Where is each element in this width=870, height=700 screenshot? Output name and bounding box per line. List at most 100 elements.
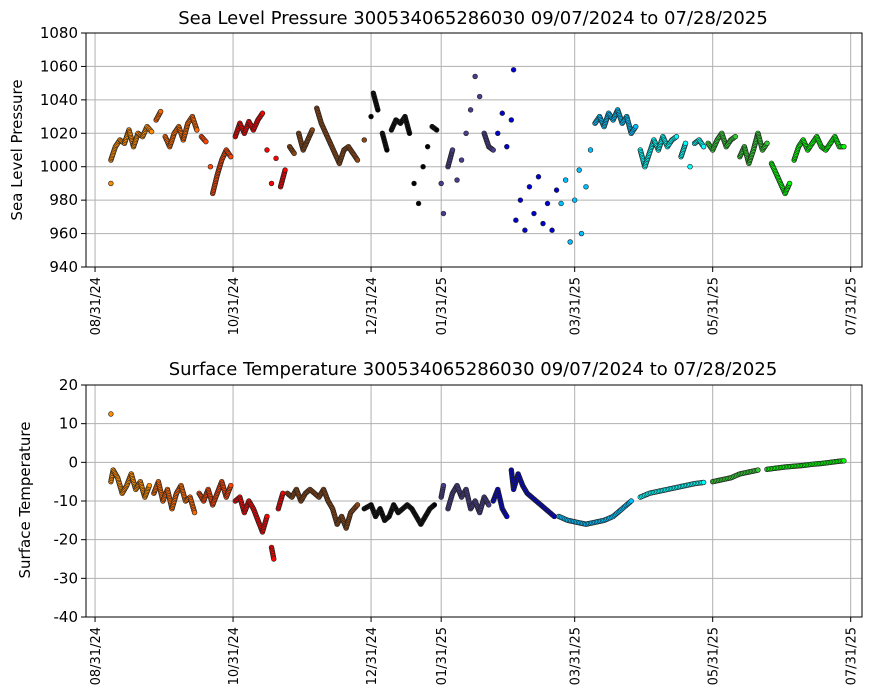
pressure-data-point [490, 147, 496, 153]
pressure-data-point [440, 210, 447, 217]
temperature-data-point [431, 502, 438, 508]
temperature-data-point [146, 482, 153, 489]
pressure-data-point [562, 177, 569, 183]
temperature-data-point [354, 502, 361, 508]
temperature-y-axis-label: Surface Temperature [16, 422, 34, 579]
pressure-data-point [463, 130, 469, 136]
pressure-data-point [583, 184, 589, 190]
temperature-xtick-label: 01/31/25 [435, 627, 450, 685]
pressure-data-point [148, 128, 155, 135]
pressure-data-point [291, 150, 297, 157]
pressure-data-point [841, 143, 847, 150]
temperature-data-point [228, 482, 234, 489]
pressure-xtick-label: 01/31/25 [435, 277, 450, 335]
pressure-data-point [576, 167, 582, 173]
pressure-data-point [268, 180, 275, 187]
pressure-data-point [673, 133, 680, 140]
temperature-ytick-label: -30 [54, 569, 79, 587]
temperature-series-1 [151, 478, 198, 516]
temperature-ytick-label: 20 [59, 376, 78, 394]
pressure-series-1 [153, 108, 200, 150]
pressure-ytick-label: 1040 [40, 91, 78, 109]
pressure-data-point [433, 127, 440, 133]
pressure-ytick-label: 940 [49, 258, 78, 276]
pressure-data-point [194, 127, 200, 133]
pressure-data-point [476, 93, 483, 100]
pressure-data-point [203, 138, 209, 145]
temperature-series-9 [637, 479, 707, 500]
pressure-data-point [273, 155, 279, 162]
pressure-data-point [438, 180, 444, 187]
pressure-data-point [732, 133, 739, 140]
pressure-xtick-label: 07/31/25 [845, 277, 860, 335]
pressure-data-point [259, 110, 266, 116]
pressure-ytick-label: 1080 [40, 24, 78, 42]
temperature-xtick-label: 07/31/25 [845, 627, 860, 685]
pressure-data-point [549, 227, 555, 233]
temperature-ytick-label: 10 [59, 415, 78, 433]
pressure-series-9 [637, 133, 707, 170]
temperature-series-2 [196, 478, 234, 508]
pressure-data-point [420, 164, 426, 170]
temperature-xtick-label: 08/31/24 [89, 627, 104, 685]
pressure-xtick-label: 03/31/25 [569, 277, 584, 335]
pressure-data-point [553, 187, 560, 193]
temperature-data-point [191, 509, 198, 516]
pressure-series-0 [108, 123, 155, 187]
pressure-data-point [454, 177, 460, 183]
pressure-ytick-label: 1060 [40, 57, 78, 75]
temperature-ytick-label: -20 [54, 531, 79, 549]
temperature-series-5 [361, 502, 438, 527]
pressure-data-point [567, 239, 573, 245]
temperature-data-point [280, 490, 286, 496]
pressure-data-point [108, 180, 114, 187]
pressure-data-point [368, 113, 374, 120]
pressure-chart-title: Sea Level Pressure 300534065286030 09/07… [178, 8, 768, 29]
pressure-data-point [571, 197, 578, 203]
pressure-data-point [535, 174, 542, 180]
pressure-data-point [458, 157, 465, 163]
temperature-xtick-label: 10/31/24 [227, 627, 242, 685]
pressure-data-point [495, 130, 501, 136]
pressure-data-point [467, 107, 474, 113]
pressure-data-point [472, 73, 478, 80]
temperature-xtick-label: 05/31/25 [707, 627, 722, 685]
temperature-series-3 [232, 490, 286, 562]
pressure-data-point [354, 157, 361, 163]
temperature-data-point [504, 513, 510, 520]
pressure-data-point [558, 200, 564, 207]
pressure-data-point [309, 127, 315, 133]
temperature-xtick-label: 12/31/24 [365, 627, 380, 685]
temperature-series-8 [556, 498, 634, 527]
pressure-plot-frame [85, 32, 863, 268]
pressure-data-point [587, 147, 594, 153]
pressure-data-point [513, 217, 519, 223]
pressure-ytick-label: 1020 [40, 124, 78, 142]
pressure-data-point [510, 67, 517, 73]
temperature-xtick-label: 03/31/25 [569, 627, 584, 685]
pressure-series-7 [495, 67, 560, 233]
pressure-data-point [687, 164, 693, 170]
pressure-y-axis-label: Sea Level Pressure [8, 79, 26, 220]
pressure-data-point [361, 137, 367, 143]
temperature-series-11 [764, 458, 847, 472]
pressure-data-point [228, 153, 234, 160]
temperature-data-point [841, 458, 847, 464]
temperature-data-point [440, 482, 447, 489]
pressure-series-3 [232, 110, 288, 190]
pressure-xtick-label: 10/31/24 [227, 277, 242, 335]
pressure-series-8 [558, 107, 639, 245]
temperature-data-point [108, 411, 114, 417]
pressure-data-point [540, 220, 546, 227]
pressure-data-point [424, 143, 431, 150]
pressure-data-point [499, 110, 505, 116]
pressure-xtick-label: 05/31/25 [707, 277, 722, 335]
pressure-data-point [282, 167, 288, 173]
temperature-data-points [108, 411, 847, 562]
pressure-series-2 [198, 133, 234, 197]
pressure-data-point [526, 184, 533, 190]
pressure-data-points [108, 67, 847, 245]
pressure-data-point [157, 108, 164, 115]
temperature-data-point [264, 513, 270, 520]
pressure-ytick-label: 960 [49, 225, 78, 243]
